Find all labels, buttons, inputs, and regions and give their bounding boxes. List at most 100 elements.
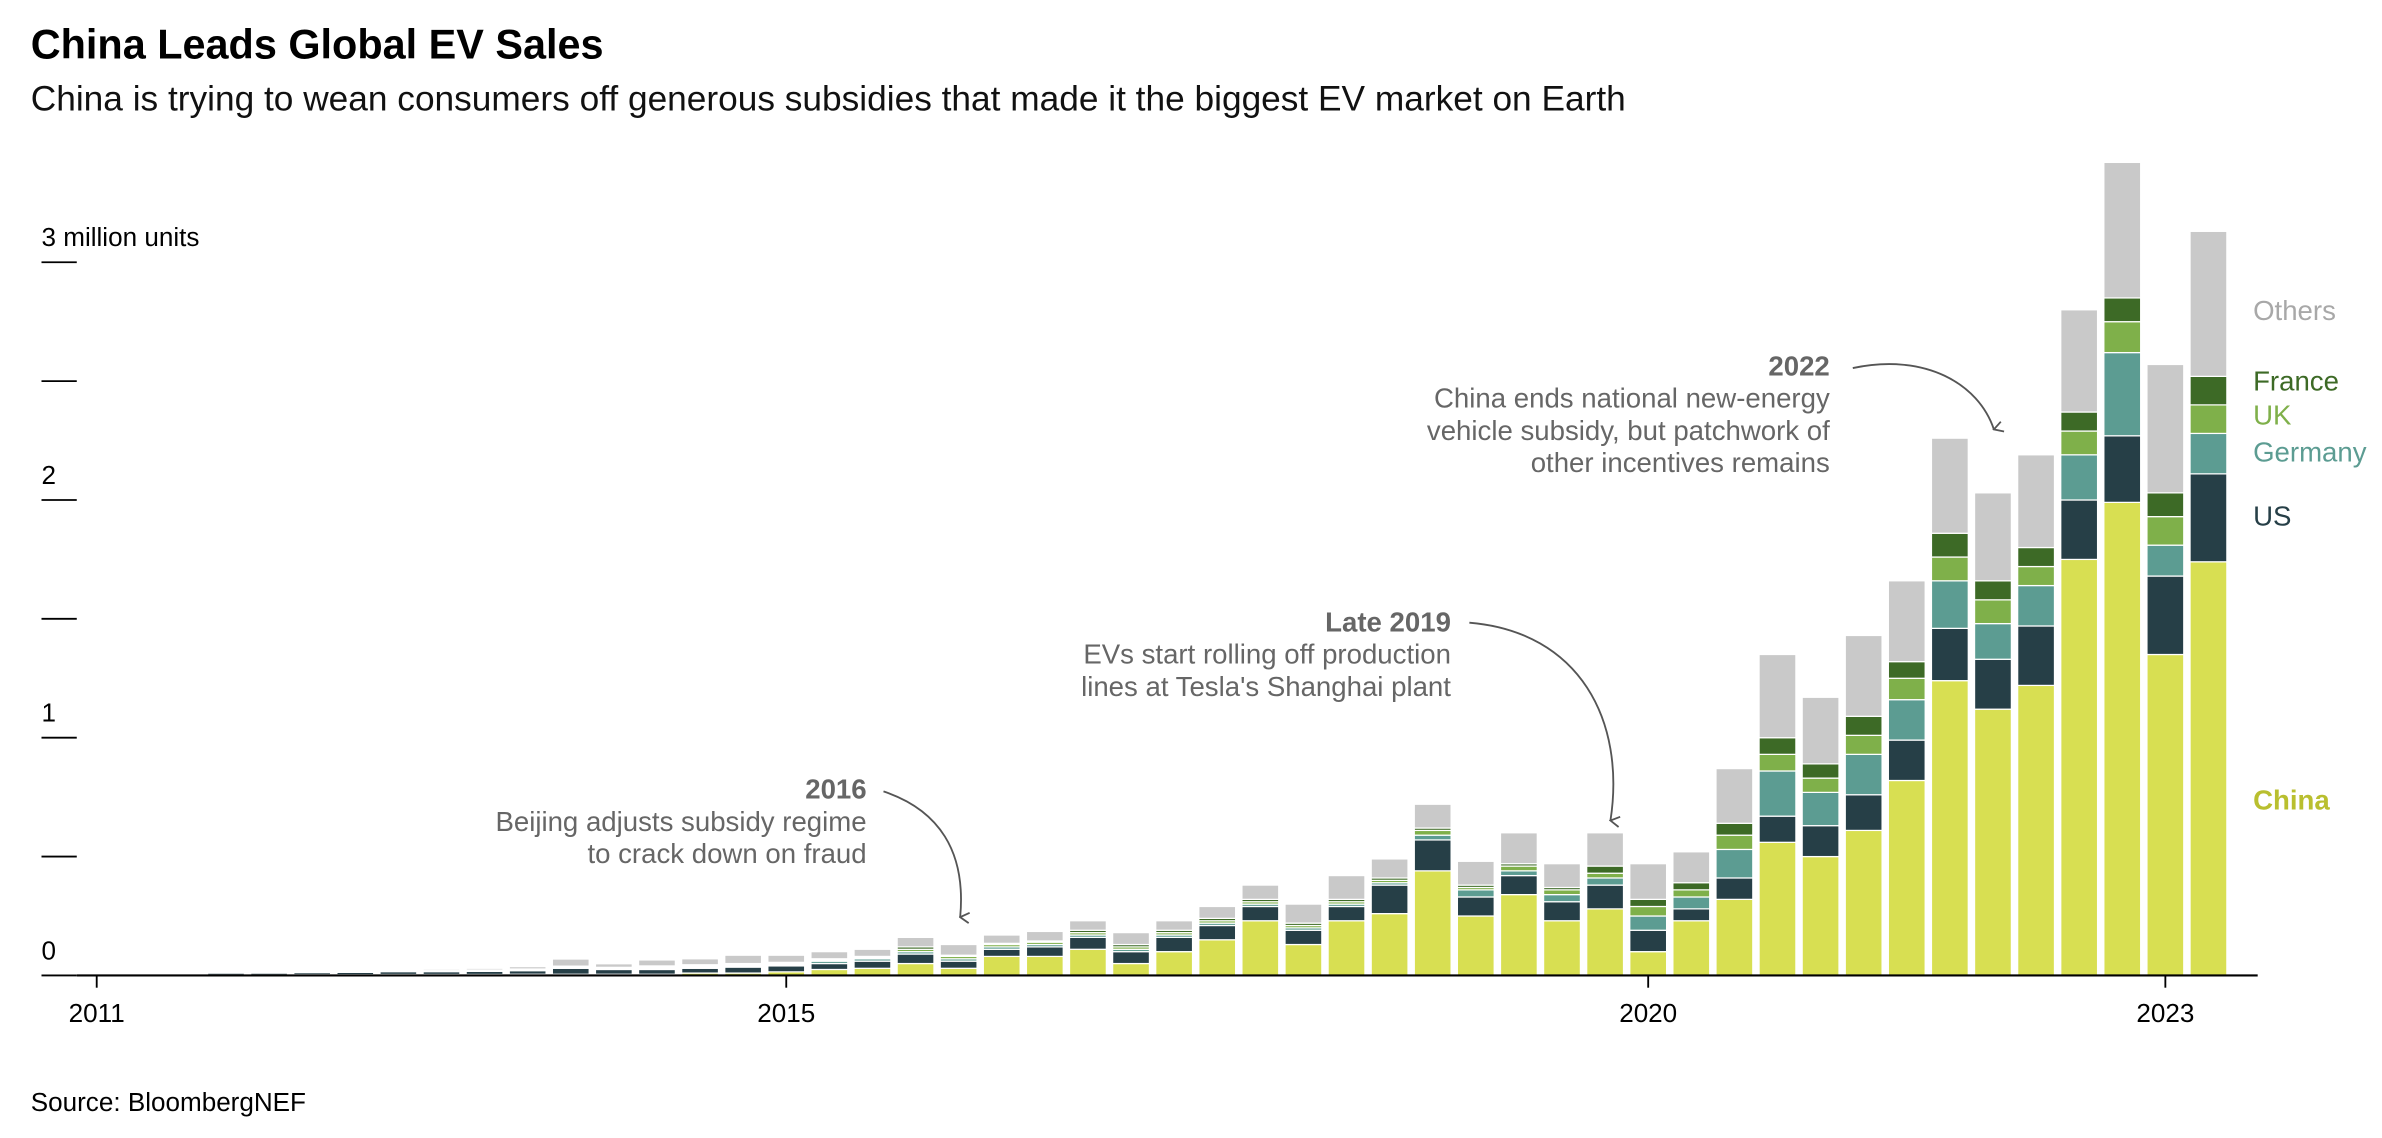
bar-segment bbox=[1801, 763, 1840, 779]
bar-segment bbox=[1025, 955, 1064, 977]
bar-segment bbox=[1715, 877, 1754, 900]
bar-segment bbox=[1930, 627, 1969, 682]
bar-segment bbox=[1284, 943, 1323, 977]
legend-label: China bbox=[2253, 784, 2330, 815]
bar-segment bbox=[1112, 962, 1151, 977]
bar-segment bbox=[1542, 920, 1582, 977]
bar-segment bbox=[767, 965, 806, 973]
bar-segment bbox=[1284, 929, 1323, 946]
annotation-title: Late 2019 bbox=[1325, 607, 1451, 638]
bar-segment bbox=[1715, 898, 1754, 977]
bar-segment bbox=[250, 971, 289, 974]
bar-segment bbox=[1973, 708, 2012, 977]
y-tick-label: 1 bbox=[41, 698, 56, 728]
bar-segment bbox=[379, 968, 418, 972]
bar-segment bbox=[2103, 435, 2142, 503]
bar-segment bbox=[1930, 437, 1969, 534]
bar-segment bbox=[1586, 872, 1625, 879]
bar-segment bbox=[853, 948, 892, 958]
annotation-text: EVs start rolling off production bbox=[1083, 639, 1451, 670]
bar-segment bbox=[2060, 309, 2099, 413]
bar-segment bbox=[1715, 848, 1754, 879]
legend-label: Germany bbox=[2253, 436, 2367, 467]
bar-segment bbox=[1758, 841, 1797, 977]
bar-segment bbox=[1327, 920, 1366, 977]
bar-segment bbox=[1241, 884, 1280, 900]
bar-segment bbox=[1586, 908, 1625, 977]
bar-segment bbox=[2146, 544, 2185, 577]
bar-segment bbox=[1887, 677, 1926, 701]
bar-segment bbox=[1068, 920, 1107, 931]
bar-segment bbox=[1930, 532, 1969, 558]
bar-segment bbox=[2189, 432, 2228, 475]
bar-segment bbox=[1413, 870, 1452, 977]
annotation-text: lines at Tesla's Shanghai plant bbox=[1081, 671, 1451, 702]
annotation-text: China ends national new-energy bbox=[1434, 383, 1830, 414]
bar-segment bbox=[724, 954, 763, 965]
bar-segment bbox=[982, 955, 1021, 977]
annotation-title: 2016 bbox=[805, 774, 866, 805]
bar-segment bbox=[1930, 580, 1969, 629]
bar-segment bbox=[2103, 161, 2142, 299]
annotation-text: to crack down on fraud bbox=[587, 838, 866, 869]
bar-segment bbox=[1155, 920, 1194, 931]
bar-segment bbox=[1801, 777, 1840, 793]
bar-segment bbox=[2189, 404, 2228, 435]
bar-segment bbox=[1801, 791, 1840, 827]
bar-segment bbox=[1413, 803, 1452, 829]
bar-segment bbox=[1930, 680, 1969, 977]
bar-segment bbox=[2103, 351, 2142, 437]
bar-segment bbox=[1413, 834, 1452, 841]
bar-segment bbox=[1241, 920, 1280, 977]
bar-segment bbox=[2103, 321, 2142, 354]
bar-segment bbox=[1499, 874, 1538, 896]
bar-segment bbox=[982, 948, 1021, 958]
bar-segment bbox=[1542, 893, 1582, 903]
bar-segment bbox=[1844, 734, 1883, 755]
bar-segment bbox=[1629, 929, 1668, 953]
bar-segment bbox=[1672, 882, 1711, 891]
bar-segment bbox=[2060, 499, 2099, 561]
bar-segment bbox=[1844, 634, 1883, 717]
chart-title: China Leads Global EV Sales bbox=[31, 21, 604, 67]
bar-segment bbox=[896, 936, 935, 948]
bar-segment bbox=[1241, 905, 1280, 922]
bar-segment bbox=[2189, 230, 2228, 377]
bar-segment bbox=[681, 958, 720, 966]
bar-segment bbox=[1112, 932, 1151, 946]
bar-segment bbox=[2060, 558, 2099, 977]
bar-segment bbox=[1672, 896, 1711, 910]
bar-segment bbox=[1586, 877, 1625, 886]
bar-segment bbox=[2060, 430, 2099, 456]
bar-segment bbox=[810, 962, 849, 971]
bar-segment bbox=[1758, 815, 1797, 843]
x-tick-label: 2011 bbox=[69, 998, 125, 1028]
bar-segment bbox=[2017, 584, 2056, 627]
bar-segment bbox=[2189, 375, 2228, 406]
bar-segment bbox=[1198, 924, 1237, 941]
bar-segment bbox=[2017, 546, 2056, 568]
annotation-text: Beijing adjusts subsidy regime bbox=[495, 806, 866, 837]
bar-segment bbox=[293, 970, 332, 973]
annotation-arrows bbox=[883, 363, 1994, 917]
bar-segment bbox=[2017, 565, 2056, 587]
chart-subtitle: China is trying to wean consumers off ge… bbox=[31, 80, 1626, 119]
bar-segment bbox=[724, 966, 763, 974]
legend-label: France bbox=[2253, 366, 2339, 397]
source: Source: BloombergNEF bbox=[31, 1087, 306, 1117]
bar-segment bbox=[2103, 501, 2142, 977]
bar-segment bbox=[1586, 884, 1625, 910]
bar-segment bbox=[2060, 454, 2099, 501]
bar-segment bbox=[1542, 901, 1582, 922]
arrow bbox=[1852, 363, 1994, 429]
bar-segment bbox=[1370, 884, 1409, 915]
bar-segment bbox=[1499, 832, 1538, 865]
bar-segment bbox=[1973, 599, 2012, 625]
bar-segment bbox=[1456, 915, 1495, 977]
bar-segment bbox=[1844, 794, 1883, 832]
bar-segment bbox=[810, 951, 849, 960]
bar-segment bbox=[1801, 696, 1840, 765]
x-tick-label: 2020 bbox=[1619, 998, 1677, 1028]
y-tick-label: 2 bbox=[41, 460, 56, 490]
bar-segment bbox=[1973, 580, 2012, 601]
